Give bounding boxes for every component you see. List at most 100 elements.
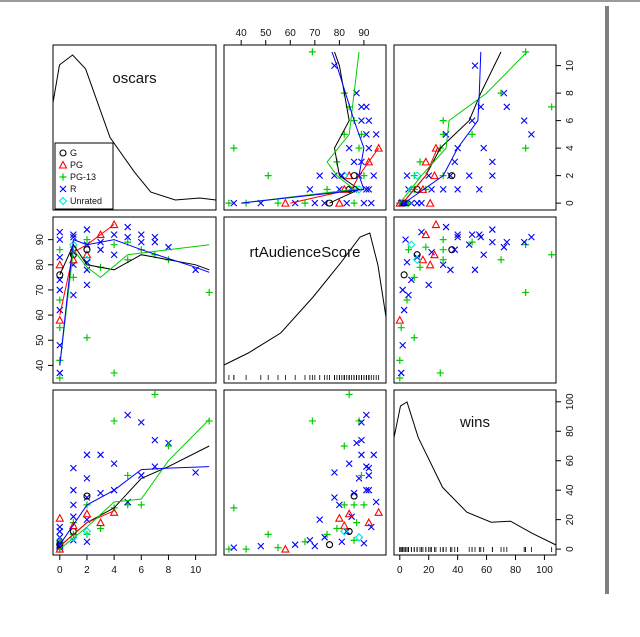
- data-point-rt-wins-3: [399, 341, 407, 349]
- data-point-oscars-rt-54: [358, 103, 365, 111]
- data-point-wins-rt-43: [355, 417, 363, 425]
- data-point-wins-rt-20: [353, 519, 361, 527]
- data-point-oscars-rt-31: [360, 172, 368, 180]
- data-point-wins-oscars-56: [164, 442, 172, 450]
- data-point-oscars-rt-43: [355, 144, 363, 152]
- data-point-oscars-rt-17: [323, 185, 331, 193]
- data-point-wins-oscars-57: [192, 469, 200, 476]
- data-point-rt-oscars-0: [56, 374, 64, 382]
- data-point-rt-wins-13: [404, 246, 412, 254]
- fit-line-PG-oscars_rt-b: [290, 147, 380, 204]
- data-point-wins-rt-31: [360, 501, 368, 509]
- data-point-rt-wins-7: [403, 296, 411, 304]
- data-point-rt-wins-55: [500, 243, 508, 251]
- data-point-wins-oscars-44: [110, 460, 118, 468]
- legend-label-unrated: Unrated: [70, 196, 102, 206]
- data-point-wins-rt-17: [323, 530, 331, 538]
- data-point-rt-wins-46: [439, 256, 447, 264]
- fit-line-PG-oscars_rt-a: [59, 224, 115, 316]
- data-point-wins-oscars-21: [69, 486, 77, 494]
- fit-line-R-oscars_rt-b: [241, 51, 365, 204]
- data-point-rt-wins-42: [431, 219, 441, 229]
- data-point-wins-oscars-39: [97, 451, 104, 459]
- density-curve-oscars: [52, 54, 217, 201]
- data-point-rt-wins-36: [416, 263, 424, 271]
- data-point-wins-rt-18: [335, 501, 343, 509]
- data-point-oscars-rt-5: [280, 198, 290, 207]
- data-point-rt-wins-45: [528, 233, 535, 241]
- data-point-rt-wins-50: [439, 246, 447, 254]
- data-point-wins-rt-8: [311, 542, 319, 550]
- data-point-rt-wins-14: [402, 236, 409, 244]
- data-point-wins-rt-53: [362, 463, 370, 470]
- legend-box: [54, 142, 114, 210]
- data-point-oscars-wins-38: [421, 157, 431, 166]
- tick-label-right-10: 80: [565, 425, 576, 437]
- data-point-wins-oscars-36: [97, 524, 105, 532]
- data-point-oscars-rt-10: [325, 199, 334, 207]
- data-point-rt-oscars-11: [55, 260, 65, 269]
- data-point-wins-rt-14: [360, 539, 368, 547]
- data-point-oscars-wins-28: [447, 172, 454, 180]
- data-point-rt-wins-2: [396, 356, 404, 364]
- tick-label-top-3: 70: [309, 28, 321, 39]
- data-point-rt-oscars-44: [110, 251, 118, 259]
- data-point-wins-rt-50: [350, 501, 358, 509]
- data-point-oscars-wins-50: [439, 117, 447, 125]
- data-point-wins-rt-42: [374, 507, 384, 516]
- data-point-rt-oscars-53: [151, 233, 159, 241]
- data-point-wins-rt-0: [225, 545, 233, 553]
- data-point-rt-wins-23: [413, 251, 421, 259]
- data-point-rt-oscars-34: [82, 255, 92, 265]
- data-point-wins-oscars-35: [83, 538, 91, 546]
- panel-wins-wins: [393, 389, 557, 556]
- data-point-wins-rt-21: [362, 486, 370, 494]
- data-point-oscars-rt-51: [365, 117, 373, 125]
- tick-label-top-4: 80: [334, 28, 346, 39]
- data-point-wins-oscars-5: [55, 544, 65, 553]
- density-curve-rt: [223, 232, 387, 366]
- data-point-rt-oscars-4: [56, 324, 64, 332]
- data-point-rt-oscars-41: [110, 231, 118, 238]
- data-point-rt-wins-40: [436, 369, 444, 377]
- data-point-rt-oscars-51: [137, 231, 145, 238]
- data-point-wins-rt-22: [354, 533, 364, 542]
- data-point-rt-oscars-37: [97, 246, 104, 254]
- data-point-rt-wins-6: [400, 306, 408, 314]
- tick-label-right-6: 0: [565, 546, 576, 552]
- data-point-wins-oscars-28: [83, 494, 91, 501]
- fit-line-PG-13-oscars_rt-b: [241, 51, 360, 204]
- fit-line-PG-oscars_wins-b: [402, 147, 438, 204]
- data-point-rt-wins-29: [430, 250, 439, 259]
- data-point-wins-oscars-45: [124, 411, 132, 419]
- data-point-oscars-wins-19: [428, 185, 435, 193]
- data-point-oscars-wins-18: [439, 185, 447, 193]
- tick-label-top-5: 90: [358, 28, 370, 39]
- data-point-wins-rt-48: [357, 471, 365, 479]
- fit-line-R-oscars_wins-b: [403, 51, 482, 204]
- data-point-wins-rt-45: [362, 411, 370, 419]
- data-point-rt-oscars-1: [56, 369, 64, 377]
- data-point-rt-wins-32: [488, 226, 496, 233]
- data-point-oscars-rt-38: [364, 157, 374, 166]
- data-point-wins-oscars-25: [68, 520, 78, 530]
- data-point-wins-oscars-37: [97, 489, 104, 497]
- tick-label-left-3: 70: [35, 284, 46, 296]
- data-point-wins-rt-4: [274, 544, 282, 552]
- data-point-oscars-rt-41: [365, 144, 373, 152]
- panel-rt-oscars: [52, 216, 217, 384]
- fit-line-PG-13-oscars_wins-b: [399, 51, 528, 204]
- fit-line-PG-oscars_wins-a: [59, 510, 115, 547]
- data-point-rt-oscars-14: [56, 236, 64, 244]
- panel-oscars-wins: [393, 44, 557, 211]
- data-point-rt-oscars-40: [110, 369, 118, 377]
- data-point-oscars-rt-7: [301, 199, 309, 207]
- legend-symbol-g: [59, 149, 67, 157]
- data-point-wins-rt-58: [308, 417, 316, 425]
- data-point-wins-rt-29: [344, 509, 354, 518]
- data-point-oscars-rt-0: [225, 199, 233, 207]
- data-point-rt-wins-10: [400, 271, 408, 279]
- data-point-oscars-wins-54: [503, 103, 511, 111]
- tick-label-bottom-6: 0: [397, 565, 403, 576]
